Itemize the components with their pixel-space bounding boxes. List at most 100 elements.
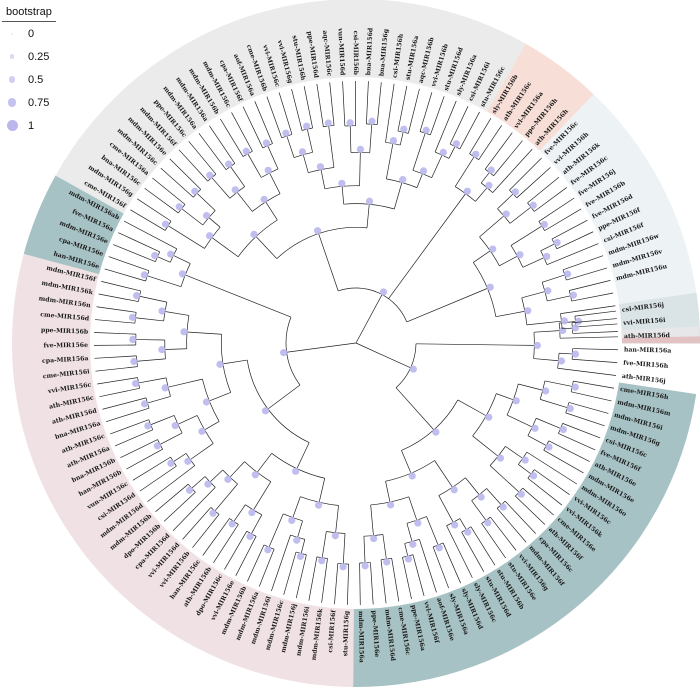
leaf-label: bna-MIR156g xyxy=(378,28,390,77)
bootstrap-node-dot xyxy=(559,425,567,434)
branch-line xyxy=(465,477,480,495)
branch-line xyxy=(102,397,147,410)
bootstrap-node-dot xyxy=(171,421,179,430)
bootstrap-node-dot xyxy=(225,160,233,168)
bootstrap-node-dot xyxy=(571,324,579,332)
branch-line xyxy=(98,293,139,302)
bootstrap-node-dot xyxy=(379,288,388,296)
branch-line xyxy=(224,530,248,570)
branch-line xyxy=(370,504,374,536)
bootstrap-node-dot xyxy=(512,397,520,405)
branch-line xyxy=(177,415,198,425)
branch-line xyxy=(522,257,545,268)
bootstrap-node-dot xyxy=(486,283,494,291)
leaf-label: ppe-MIR156b xyxy=(41,327,89,336)
bootstrap-node-dot xyxy=(178,270,187,278)
bootstrap-node-dot xyxy=(151,251,159,260)
leaf-label: mdm-MIR156a xyxy=(357,611,365,663)
branch-line xyxy=(506,414,533,428)
leaf-label: fve-MIR156e xyxy=(43,342,88,349)
branch-line xyxy=(178,149,209,182)
bootstrap-node-dot xyxy=(499,503,507,511)
legend-item: 1 xyxy=(2,114,62,137)
branch-line xyxy=(454,156,475,187)
bootstrap-node-dot xyxy=(472,150,480,158)
branch-line xyxy=(438,495,454,523)
branch-line xyxy=(297,520,303,538)
bootstrap-legend: bootstrap 0 0.25 0.5 0.75 1 xyxy=(2,2,62,137)
bootstrap-node-dot xyxy=(264,166,272,174)
branch-line xyxy=(214,483,238,512)
branch-line xyxy=(139,295,167,303)
legend-item: 0.25 xyxy=(2,45,62,68)
branch-line xyxy=(105,407,150,423)
bootstrap-node-dot xyxy=(324,119,332,127)
branch-line xyxy=(254,101,273,144)
branch-line xyxy=(363,536,366,563)
branch-line xyxy=(366,81,369,124)
branch-line xyxy=(113,244,156,262)
branch-line xyxy=(266,96,283,138)
branch-line xyxy=(95,366,138,372)
branch-line xyxy=(369,124,373,153)
bootstrap-node-dot xyxy=(251,471,259,479)
branch-line xyxy=(320,169,326,189)
branch-line xyxy=(492,148,533,193)
bootstrap-node-dot xyxy=(314,501,323,509)
clade-band xyxy=(55,0,526,214)
leaf-label: fve-MIR156h xyxy=(623,360,669,370)
branch-line xyxy=(258,549,275,587)
bootstrap-node-dot xyxy=(542,387,550,395)
branch-line xyxy=(126,448,163,470)
branch-line xyxy=(204,421,220,431)
branch-line xyxy=(557,367,617,376)
branch-line xyxy=(328,125,335,168)
bootstrap-node-dot xyxy=(435,544,443,552)
bootstrap-node-dot xyxy=(242,147,250,155)
branch-line xyxy=(182,507,212,540)
bootstrap-node-dot xyxy=(450,486,458,494)
branch-line xyxy=(173,453,187,462)
branch-line xyxy=(94,332,136,335)
branch-line xyxy=(415,343,535,346)
branch-line xyxy=(150,415,175,426)
bootstrap-dot-icon xyxy=(6,120,18,131)
branch-line xyxy=(562,327,573,330)
bootstrap-node-dot xyxy=(167,250,175,258)
bootstrap-node-dot xyxy=(557,357,566,365)
branch-line xyxy=(573,380,615,389)
branch-line xyxy=(496,393,514,401)
branch-line xyxy=(515,495,546,525)
branch-line xyxy=(571,318,617,324)
branch-line xyxy=(209,392,231,402)
bootstrap-node-dot xyxy=(543,252,551,261)
bootstrap-node-dot xyxy=(571,350,580,358)
branch-line xyxy=(393,182,403,210)
bootstrap-node-dot xyxy=(180,328,188,336)
branch-line xyxy=(416,173,423,188)
branch-line xyxy=(278,92,293,135)
bootstrap-node-dot xyxy=(451,521,459,529)
bootstrap-node-dot xyxy=(129,335,137,344)
branch-line xyxy=(97,377,138,385)
branch-line xyxy=(96,306,137,313)
branch-line xyxy=(568,402,609,414)
bootstrap-node-dot xyxy=(544,287,552,295)
branch-line xyxy=(461,532,485,572)
branch-line xyxy=(516,167,551,199)
bootstrap-node-dot xyxy=(533,341,541,350)
branch-line xyxy=(168,378,203,388)
branch-line xyxy=(198,133,227,170)
branch-line xyxy=(419,92,433,132)
branch-line xyxy=(522,487,554,516)
branch-line xyxy=(159,432,183,445)
branch-line xyxy=(404,543,409,557)
branch-line xyxy=(406,288,488,323)
branch-line xyxy=(496,508,527,543)
branch-line xyxy=(479,215,505,238)
bootstrap-node-dot xyxy=(248,508,256,517)
bootstrap-node-dot xyxy=(131,379,140,388)
leaf-label: han-MIR156a xyxy=(624,346,672,354)
